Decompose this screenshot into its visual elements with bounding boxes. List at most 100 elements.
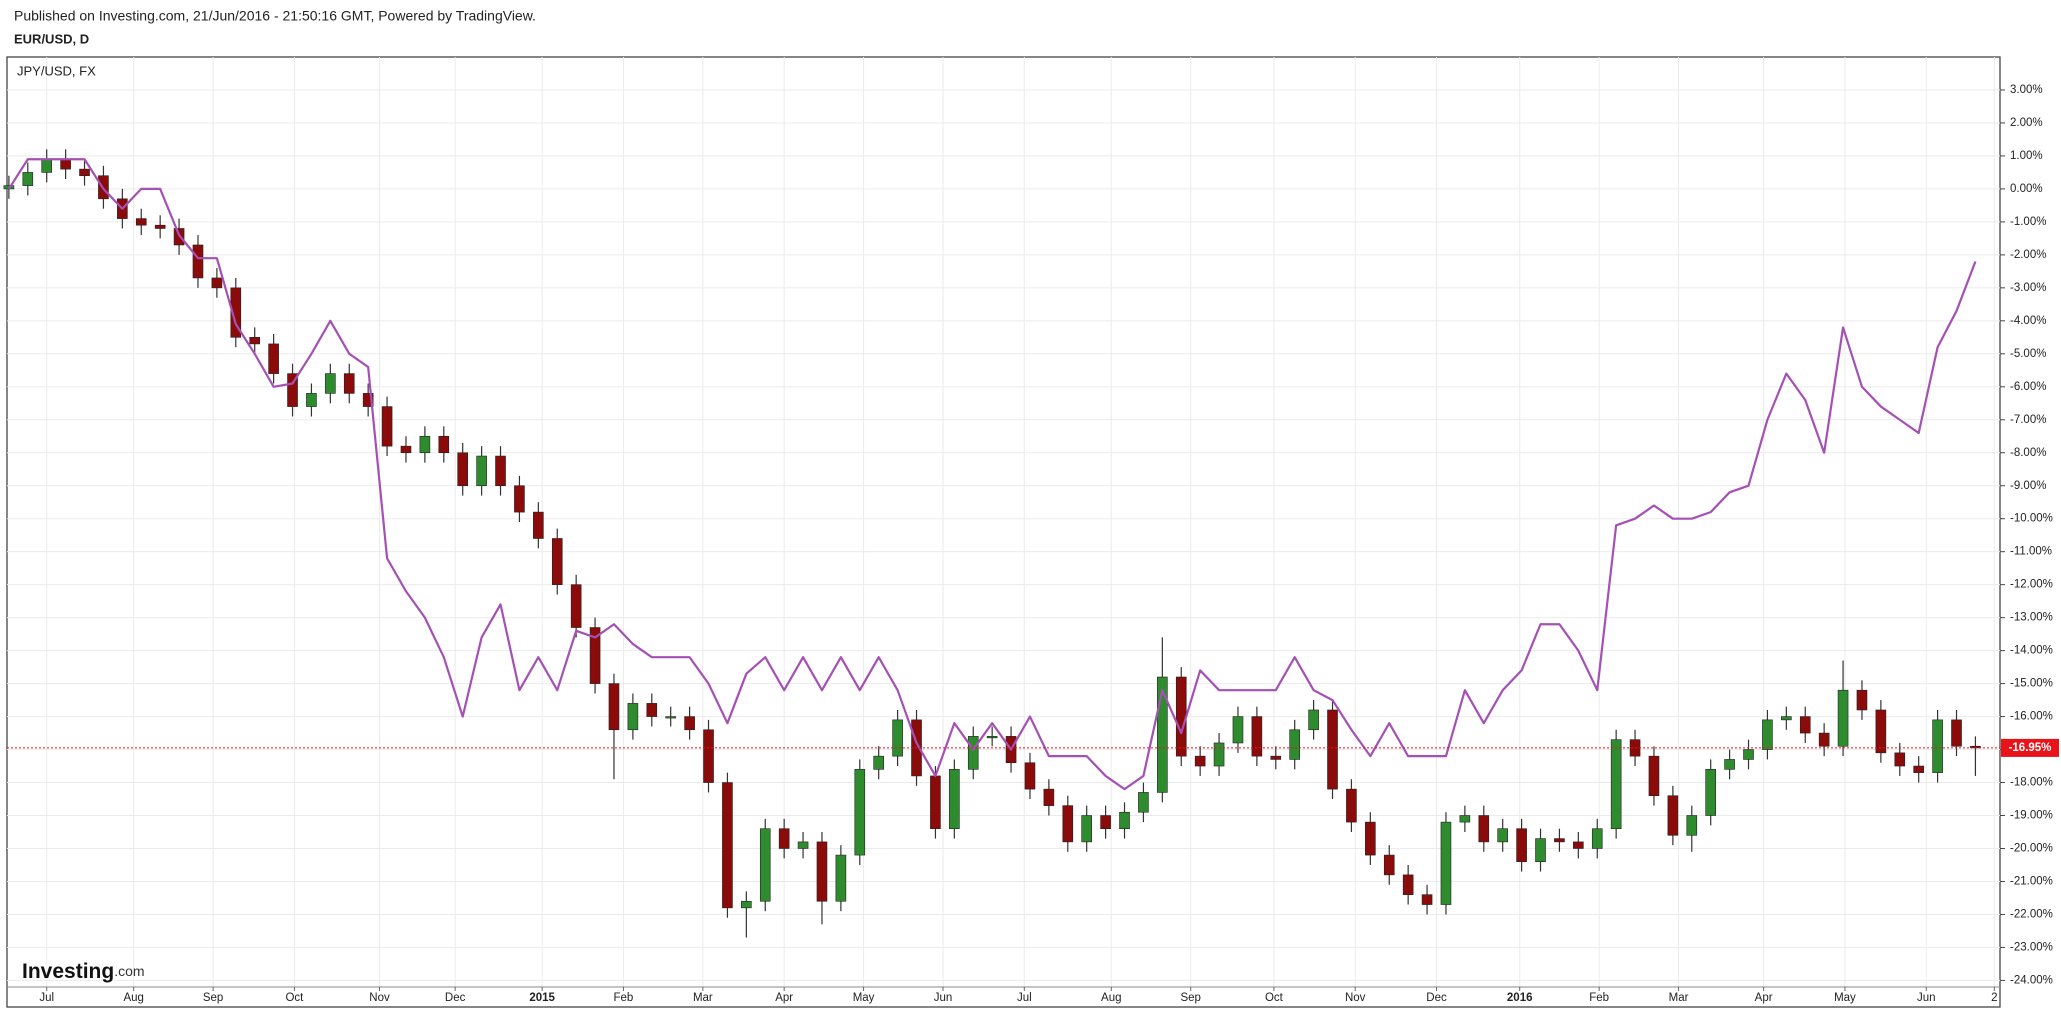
candle-body [533, 511, 544, 539]
candle-body [457, 452, 469, 487]
logo-suffix: .com [114, 963, 144, 979]
marks [3, 149, 2000, 938]
candle-body [873, 755, 885, 770]
candle-body [797, 841, 809, 849]
candle-body [1232, 716, 1244, 744]
candle-body [287, 373, 298, 407]
candle-body [589, 627, 601, 684]
y-tick-label: -23.00% [2010, 941, 2053, 953]
candle-body [551, 538, 563, 585]
x-tick-label: Apr [1755, 992, 1773, 1004]
candle-body [476, 455, 487, 487]
logo: Investing.com [22, 960, 145, 983]
plot-frame [6, 56, 2001, 1008]
x-tick-label: Aug [123, 992, 143, 1004]
candle-body [1081, 815, 1092, 843]
candle-body [854, 769, 866, 856]
candle-body [1402, 874, 1414, 895]
chart-title: EUR/USD, D [14, 31, 89, 46]
candle-body [1516, 828, 1527, 862]
candle-body [1724, 759, 1735, 770]
candle-body [1365, 821, 1376, 856]
candle-body [646, 703, 658, 717]
candle-body [1705, 769, 1716, 816]
x-tick-label: Feb [614, 992, 634, 1004]
candle-body [230, 287, 242, 338]
x-tick-label: Dec [1426, 992, 1447, 1004]
last-value-box [2001, 738, 2059, 757]
candle-body [1194, 755, 1206, 767]
candle-body [967, 736, 979, 770]
x-tick-label: Sep [203, 992, 223, 1004]
candle-body [1951, 719, 1962, 747]
candle-body [930, 775, 941, 830]
y-tick-label: -1.00% [2010, 216, 2046, 228]
x-tick-label: Mar [1669, 992, 1689, 1004]
candle-body [892, 719, 903, 757]
y-tick-label: 1.00% [2010, 150, 2043, 162]
candle-body [192, 244, 204, 279]
y-tick-label: -15.00% [2010, 678, 2053, 690]
y-tick-label: -5.00% [2010, 348, 2046, 360]
x-tick-label: Dec [445, 992, 466, 1004]
candle-body [1837, 689, 1849, 747]
y-tick-label: -11.00% [2010, 546, 2052, 558]
y-tick-label: 2.00% [2010, 117, 2043, 129]
y-tick-label: -4.00% [2010, 315, 2046, 327]
candle-body [1610, 739, 1622, 830]
candle-body [741, 900, 752, 909]
candle-body [1100, 815, 1111, 830]
candle-body [1175, 676, 1187, 757]
candle-body [419, 435, 431, 454]
y-tick-label: -18.00% [2010, 777, 2053, 789]
candle-body [684, 716, 695, 731]
x-tick-label: May [853, 992, 875, 1004]
candle-body [1043, 788, 1055, 806]
y-tick-label: -13.00% [2010, 612, 2053, 624]
y-tick-label: 3.00% [2010, 84, 2043, 96]
candle-body [154, 224, 166, 229]
candle-body [1157, 676, 1168, 793]
x-tick-label: 2016 [1507, 992, 1533, 1004]
x-tick-label: May [1834, 992, 1856, 1004]
x-tick-label: 2 [1991, 992, 1997, 1004]
y-tick-label: -20.00% [2010, 843, 2053, 855]
logo-name: Investing [22, 960, 114, 983]
candle-body [135, 218, 147, 226]
candle-body [1781, 716, 1792, 721]
x-tick-label: Feb [1589, 992, 1609, 1004]
candle-body [1062, 805, 1074, 843]
candle-body [211, 277, 223, 289]
y-tick-label: -10.00% [2010, 513, 2053, 525]
candle-body [22, 172, 34, 186]
candle-body [41, 158, 53, 173]
x-tick-label: 2015 [529, 992, 555, 1004]
candle-body [1913, 765, 1924, 773]
x-tick-label: Nov [1345, 992, 1366, 1004]
x-tick-label: Jul [39, 992, 54, 1004]
candle-body [1894, 752, 1906, 767]
candle-body [1799, 716, 1811, 734]
candle-body [1421, 894, 1433, 905]
candle-body [1327, 709, 1338, 790]
candle-body [778, 828, 790, 849]
x-tick-label: Mar [693, 992, 713, 1004]
candle-body [381, 406, 393, 447]
candle-body [570, 584, 582, 628]
candle-body [1251, 716, 1263, 757]
y-tick-label: 0.00% [2010, 183, 2043, 195]
y-tick-label: -12.00% [2010, 579, 2053, 591]
candle-body [1289, 729, 1300, 760]
x-tick-label: Nov [369, 992, 390, 1004]
candle-body [400, 445, 412, 454]
candle-body [986, 736, 998, 739]
candle-body [343, 373, 355, 394]
candle-body [1119, 811, 1130, 830]
candle-body [514, 485, 525, 513]
candle-body [325, 373, 336, 394]
candle-body [1573, 841, 1584, 849]
candle-body [438, 435, 450, 454]
candle-body [249, 337, 261, 345]
y-tick-label: -9.00% [2010, 480, 2046, 492]
